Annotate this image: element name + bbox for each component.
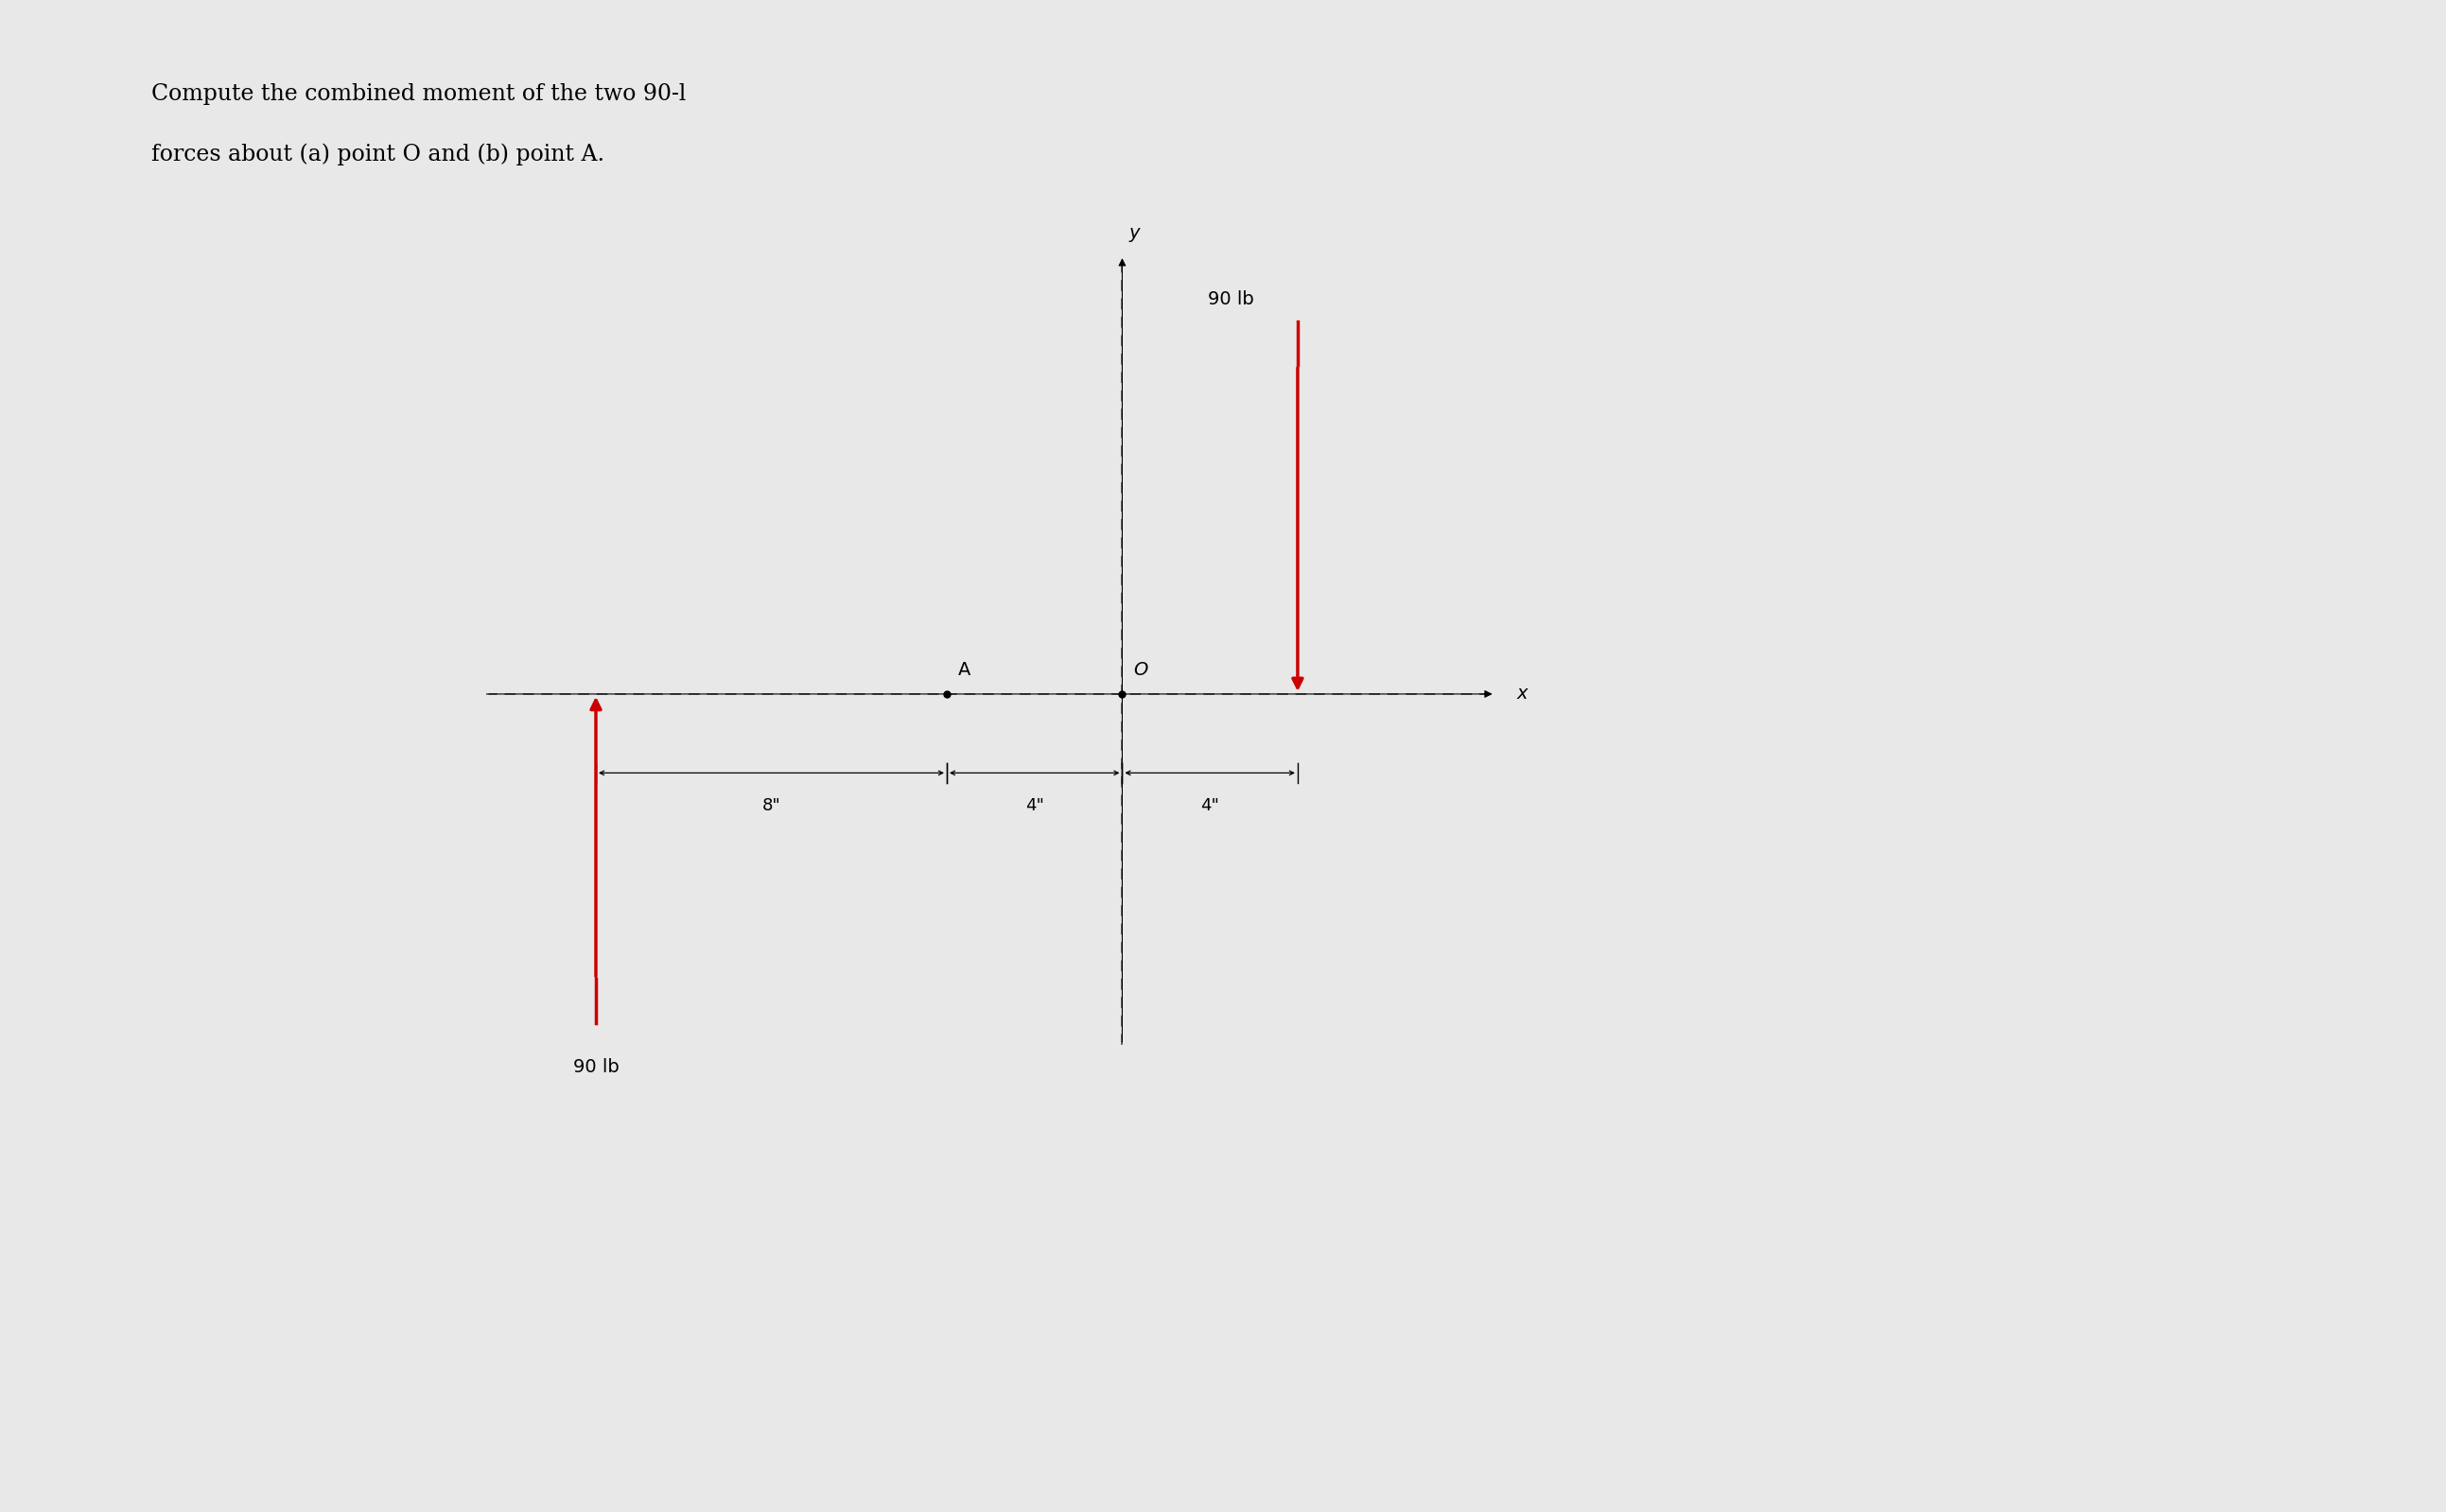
Text: 90 lb: 90 lb (572, 1058, 619, 1077)
Text: 4": 4" (1025, 797, 1044, 813)
Text: A: A (959, 661, 971, 679)
Text: 8": 8" (763, 797, 780, 813)
Text: 4": 4" (1201, 797, 1221, 813)
Text: y: y (1128, 224, 1140, 242)
Text: Compute the combined moment of the two 90-l: Compute the combined moment of the two 9… (152, 83, 687, 104)
Text: O: O (1132, 661, 1147, 679)
Text: 90 lb: 90 lb (1208, 290, 1255, 308)
Text: forces about (a) point Ο and (b) point A.: forces about (a) point Ο and (b) point A… (152, 144, 604, 166)
Text: x: x (1517, 685, 1529, 703)
